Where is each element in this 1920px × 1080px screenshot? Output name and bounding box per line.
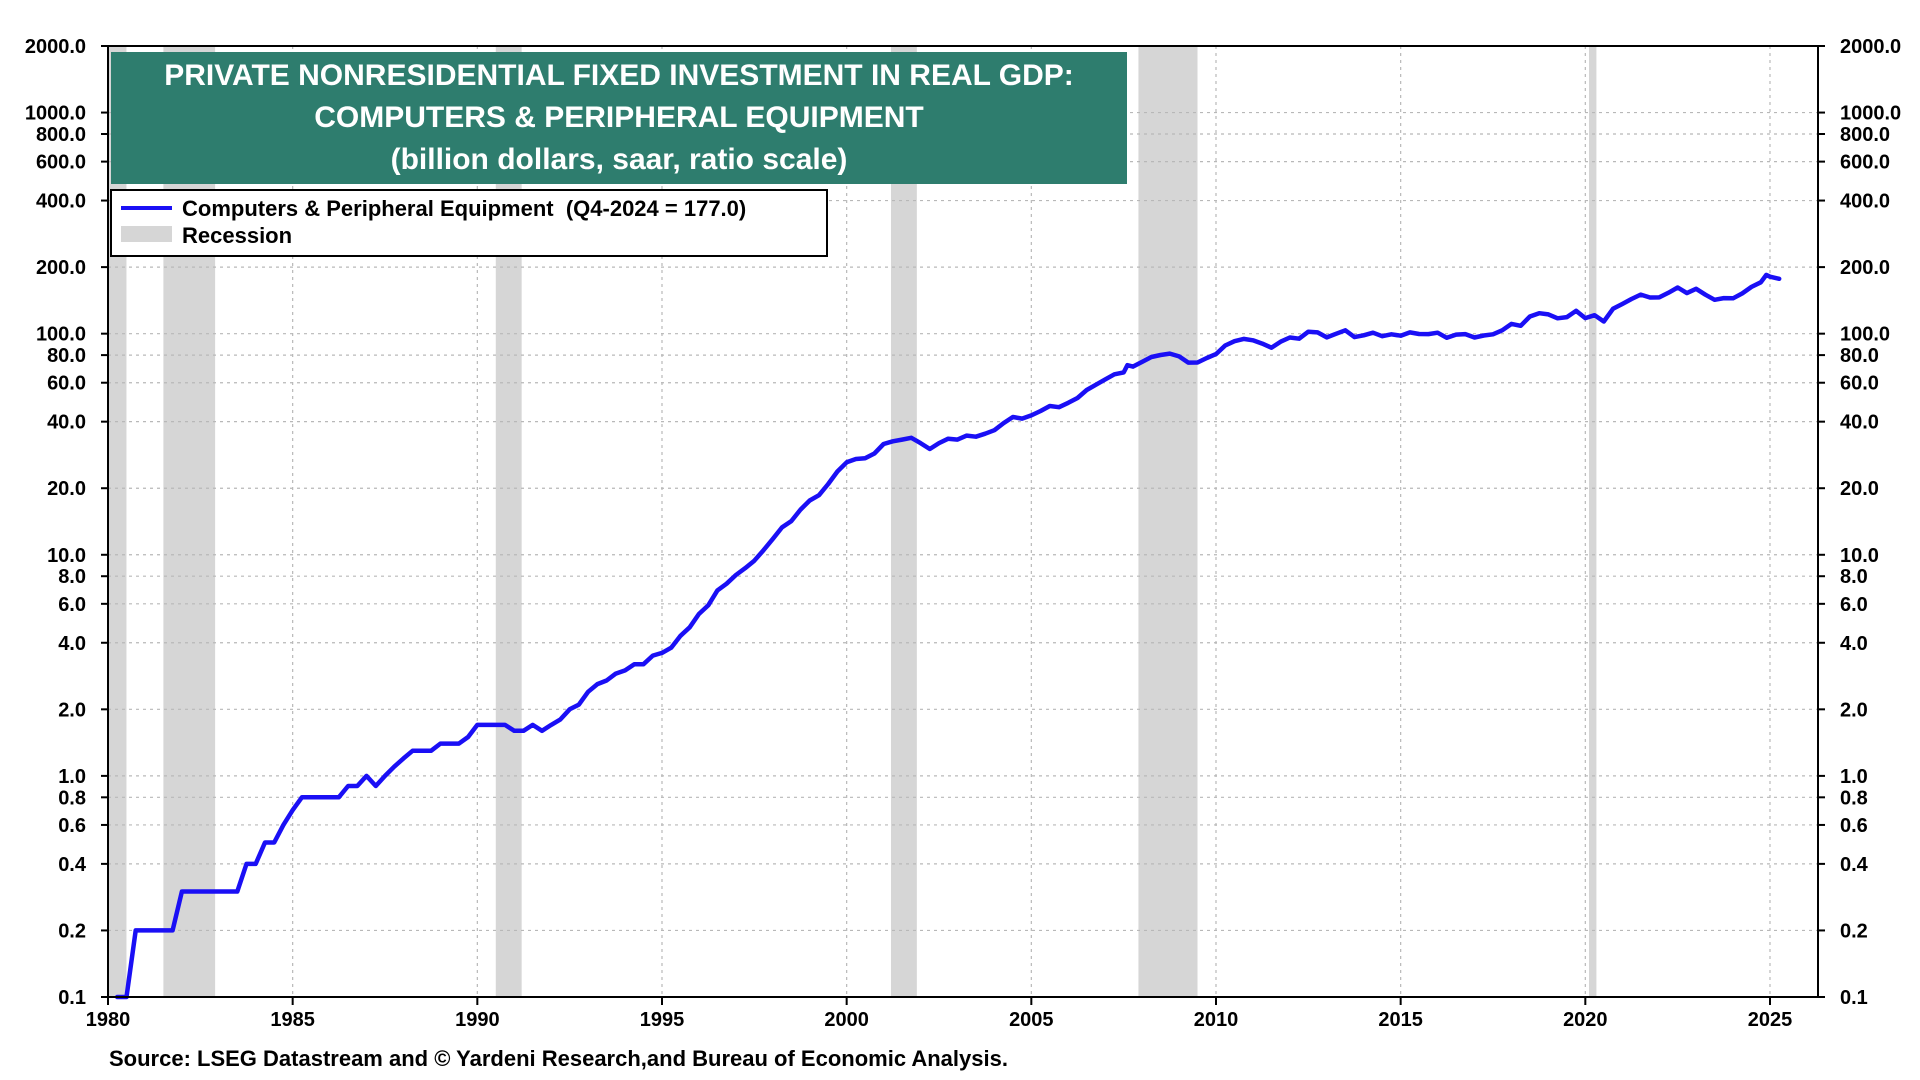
- y-tick-label-right: 40.0: [1840, 412, 1879, 434]
- y-tick-label-left: 100.0: [36, 324, 86, 346]
- y-tick-label-right: 80.0: [1840, 345, 1879, 367]
- y-tick-label-right: 400.0: [1840, 191, 1890, 213]
- y-tick-label-left: 0.4: [58, 854, 87, 876]
- y-tick-label-left: 2000.0: [25, 36, 86, 58]
- recession-band: [495, 46, 522, 997]
- y-tick-label-left: 2.0: [58, 699, 86, 721]
- y-tick-label-right: 800.0: [1840, 124, 1890, 146]
- y-tick-label-left: 600.0: [36, 152, 86, 174]
- plot-frame: [107, 45, 1819, 998]
- y-tick-label-right: 4.0: [1840, 633, 1868, 655]
- y-tick-label-left: 8.0: [58, 566, 86, 588]
- y-tick-label-left: 40.0: [47, 412, 86, 434]
- y-tick-label-left: 0.8: [58, 787, 86, 809]
- recession-bands: [108, 46, 1597, 997]
- chart-title-line-1: PRIVATE NONRESIDENTIAL FIXED INVESTMENT …: [164, 59, 1074, 92]
- x-tick-label: 2000: [824, 1009, 869, 1031]
- source-note: Source: LSEG Datastream and © Yardeni Re…: [109, 1046, 1008, 1071]
- y-tick-label-right: 0.8: [1840, 787, 1868, 809]
- x-tick-label: 1980: [86, 1009, 131, 1031]
- y-tick-label-right: 0.4: [1840, 854, 1869, 876]
- recession-band: [890, 46, 917, 997]
- x-tick-label: 2020: [1563, 1009, 1608, 1031]
- y-tick-label-right: 8.0: [1840, 566, 1868, 588]
- y-tick-label-right: 0.6: [1840, 815, 1868, 837]
- legend: Computers & Peripheral Equipment (Q4-202…: [110, 189, 828, 257]
- y-tick-label-right: 60.0: [1840, 373, 1879, 395]
- recession-band: [1138, 46, 1198, 997]
- y-tick-label-right: 20.0: [1840, 478, 1879, 500]
- y-tick-label-left: 4.0: [58, 633, 86, 655]
- title-background: [111, 52, 1127, 184]
- y-tick-label-right: 100.0: [1840, 324, 1890, 346]
- series-layer: [114, 272, 1782, 1000]
- y-tick-label-left: 20.0: [47, 478, 86, 500]
- x-tick-label: 2010: [1194, 1009, 1239, 1031]
- y-tick-label-right: 600.0: [1840, 152, 1890, 174]
- y-tick-label-left: 0.6: [58, 815, 86, 837]
- recession-band: [108, 46, 127, 997]
- y-tick-label-left: 0.1: [58, 987, 86, 1009]
- y-tick-label-left: 1000.0: [25, 103, 86, 125]
- x-tick-label: 2015: [1378, 1009, 1423, 1031]
- x-tick-label: 2005: [1009, 1009, 1054, 1031]
- y-tick-label-left: 60.0: [47, 373, 86, 395]
- x-tick-label: 2025: [1748, 1009, 1793, 1031]
- x-tick-label: 1995: [640, 1009, 685, 1031]
- x-tick-label: 1985: [270, 1009, 315, 1031]
- recession-band: [1589, 46, 1597, 997]
- y-tick-label-right: 200.0: [1840, 257, 1890, 279]
- y-tick-label-left: 10.0: [47, 545, 86, 567]
- recession-band: [163, 46, 216, 997]
- y-tick-label-left: 1.0: [58, 766, 86, 788]
- y-tick-label-left: 80.0: [47, 345, 86, 367]
- legend-label-series: Computers & Peripheral Equipment (Q4-202…: [182, 196, 746, 221]
- y-tick-label-right: 0.1: [1840, 987, 1868, 1009]
- y-tick-label-left: 6.0: [58, 594, 86, 616]
- chart-title-box: PRIVATE NONRESIDENTIAL FIXED INVESTMENT …: [111, 52, 1127, 184]
- series-line-computers-peripheral: [114, 272, 1782, 1000]
- y-tick-label-right: 1000.0: [1840, 103, 1901, 125]
- legend-box: [110, 189, 828, 257]
- y-tick-label-right: 0.2: [1840, 920, 1868, 942]
- y-tick-label-left: 800.0: [36, 124, 86, 146]
- y-tick-label-right: 10.0: [1840, 545, 1879, 567]
- y-tick-label-left: 400.0: [36, 191, 86, 213]
- y-tick-label-right: 6.0: [1840, 594, 1868, 616]
- chart-title-line-2: COMPUTERS & PERIPHERAL EQUIPMENT: [314, 101, 924, 134]
- x-tick-label: 1990: [455, 1009, 500, 1031]
- y-tick-label-right: 2.0: [1840, 699, 1868, 721]
- y-tick-label-left: 0.2: [58, 920, 86, 942]
- y-tick-label-left: 200.0: [36, 257, 86, 279]
- y-tick-label-right: 1.0: [1840, 766, 1868, 788]
- legend-recession-swatch: [121, 226, 172, 242]
- y-tick-label-right: 2000.0: [1840, 36, 1901, 58]
- chart-subtitle: (billion dollars, saar, ratio scale): [391, 143, 848, 176]
- legend-label-recession: Recession: [182, 223, 292, 248]
